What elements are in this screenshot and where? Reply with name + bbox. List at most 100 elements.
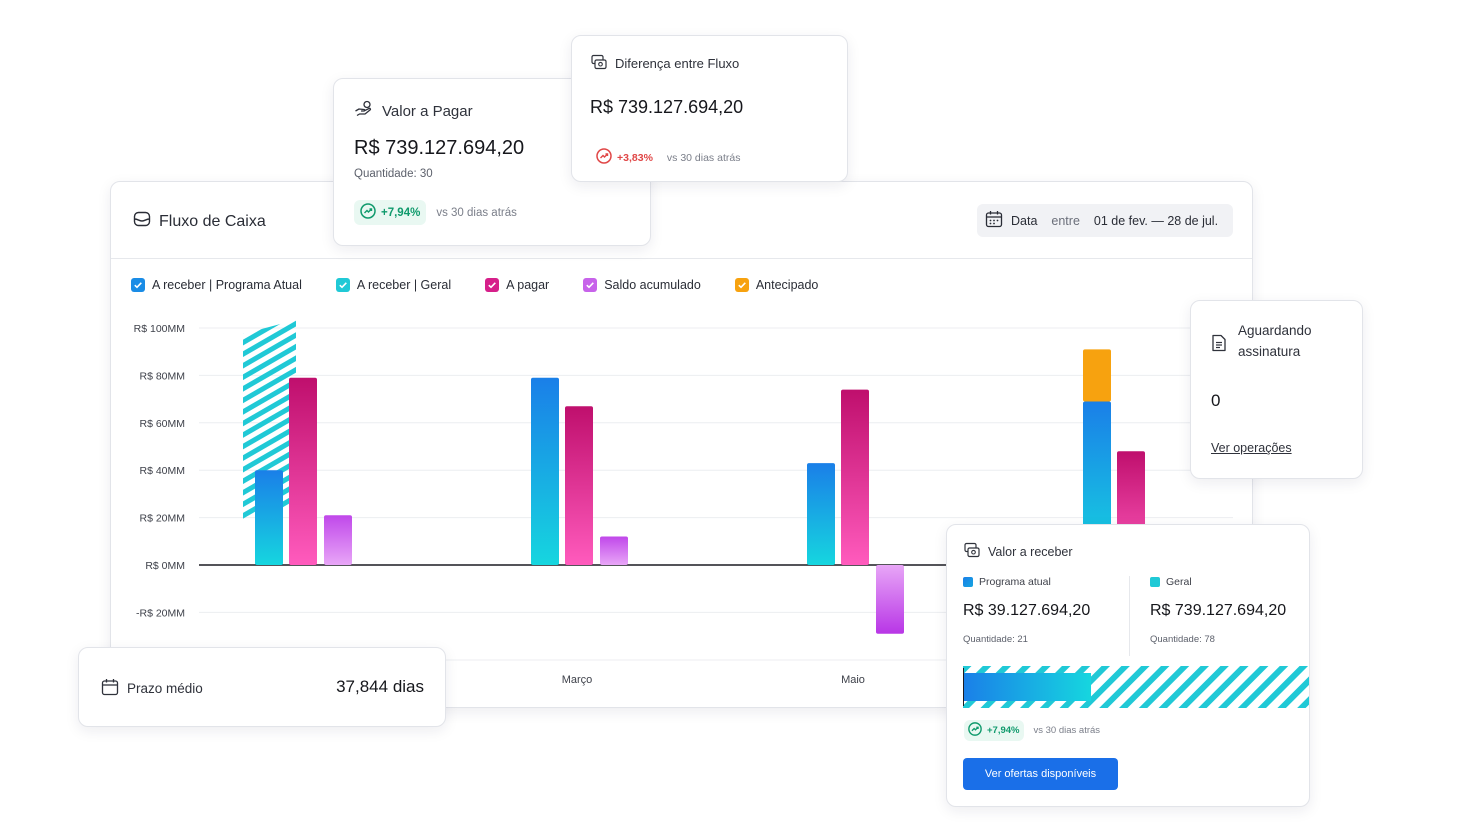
calendar-icon [101, 678, 119, 699]
trend-caption: vs 30 dias atrás [436, 206, 517, 219]
hatched-area-receber-geral [243, 319, 296, 520]
legend-item-saldo[interactable]: Saldo acumulado [583, 278, 701, 292]
legend-item-receber-atual[interactable]: A receber | Programa Atual [131, 278, 302, 292]
general-column: Geral R$ 739.127.694,20 Quantidade: 78 [1150, 576, 1286, 645]
cash-flow-card: Fluxo de Caixa Data entre 01 de fev. — 2… [110, 181, 1253, 708]
bar-pagar [565, 406, 593, 565]
awaiting-signature-card: Aguardando assinatura 0 Ver operações [1190, 300, 1363, 479]
view-offers-button[interactable]: Ver ofertas disponíveis [963, 758, 1118, 790]
average-term-value: 37,844 dias [336, 677, 424, 696]
date-range-filter[interactable]: Data entre 01 de fev. — 28 de jul. [977, 204, 1233, 237]
y-tick-label: R$ 40MM [139, 465, 185, 477]
diff-card-title-text: Diferença entre Fluxo [615, 56, 740, 71]
trend-value: +7,94% [381, 206, 421, 219]
pay-card-title: Valor a Pagar [354, 100, 473, 122]
checkbox-checked-icon[interactable] [131, 278, 145, 292]
trend-caption: vs 30 dias atrás [666, 151, 741, 164]
checkbox-checked-icon[interactable] [485, 278, 500, 292]
average-term-card: Prazo médio 37,844 dias [78, 647, 446, 727]
bar-receber-atual [531, 377, 559, 565]
y-tick-label: R$ 0MM [145, 560, 185, 572]
x-tick-label: Março [562, 674, 593, 686]
checkbox-checked-icon[interactable] [734, 278, 749, 292]
awaiting-signature-title: Aguardando assinatura [1238, 323, 1312, 359]
trend-badge: +7,94% [354, 200, 427, 225]
pay-card-title-text: Valor a Pagar [382, 102, 473, 120]
bar-saldo [876, 565, 904, 634]
bar-saldo [600, 536, 628, 565]
bar-saldo [324, 515, 352, 565]
hand-coins-icon [354, 100, 374, 122]
diff-trend: +3,83% vs 30 dias atrás [592, 146, 740, 169]
date-filter-label: Data [1011, 213, 1038, 228]
average-term-title-text: Prazo médio [127, 681, 203, 696]
general-quantity: Quantidade: 78 [1150, 634, 1215, 645]
trend-up-icon [968, 722, 982, 739]
general-amount: R$ 739.127.694,20 [1150, 602, 1287, 619]
pay-quantity: Quantidade: 30 [354, 168, 433, 180]
bar-receber-atual [807, 463, 835, 565]
current-program-quantity: Quantidade: 21 [963, 634, 1028, 645]
y-tick-label: R$ 80MM [139, 370, 185, 382]
wallet-icon [133, 210, 151, 233]
document-icon [1211, 334, 1227, 357]
receivable-progress-bar [963, 666, 1309, 708]
general-label: Geral [1166, 576, 1192, 588]
column-divider [1129, 576, 1130, 656]
diff-amount: R$ 739.127.694,20 [590, 97, 744, 117]
current-program-column: Programa atual R$ 39.127.694,20 Quantida… [963, 576, 1090, 645]
legend-label: Antecipado [755, 278, 819, 292]
date-filter-connector: entre [1051, 213, 1080, 228]
general-label-row: Geral [1150, 576, 1286, 588]
y-tick-label: R$ 60MM [139, 418, 185, 430]
receivable-trend: +7,94% vs 30 dias atrás [964, 720, 1100, 741]
awaiting-signature-count: 0 [1211, 391, 1221, 410]
diff-card-title: Diferença entre Fluxo [591, 54, 739, 73]
legend-swatch [1150, 577, 1160, 587]
bar-pagar [841, 389, 869, 565]
header-divider [111, 258, 1252, 259]
cash-flow-title: Fluxo de Caixa [133, 210, 266, 233]
bar-receber-atual [255, 470, 283, 565]
current-program-amount: R$ 39.127.694,20 [963, 602, 1091, 619]
legend-item-pagar[interactable]: A pagar [485, 278, 549, 292]
trend-up-icon [360, 203, 376, 222]
y-tick-label: R$ 100MM [134, 323, 185, 335]
average-term-title: Prazo médio [101, 678, 203, 699]
receivable-card-title-text: Valor a receber [988, 544, 1073, 559]
money-transfer-icon [591, 54, 607, 73]
trend-value: +3,83% [617, 151, 653, 164]
date-filter-range: 01 de fev. — 28 de jul. [1093, 213, 1219, 228]
current-program-label-row: Programa atual [963, 576, 1090, 588]
checkbox-checked-icon[interactable] [583, 278, 598, 292]
bar-pagar [289, 377, 317, 565]
chart-legend: A receber | Programa Atual A receber | G… [131, 278, 852, 292]
receivable-card: Valor a receber Programa atual R$ 39.127… [946, 524, 1310, 807]
y-tick-label: R$ 20MM [139, 513, 185, 525]
bar-antecipado [1083, 349, 1111, 402]
current-program-label: Programa atual [979, 576, 1051, 588]
trend-caption: vs 30 dias atrás [1033, 725, 1101, 736]
pay-trend: +7,94% vs 30 dias atrás [354, 200, 517, 225]
money-transfer-icon [964, 542, 980, 561]
receivable-card-title: Valor a receber [964, 542, 1073, 561]
y-tick-label: -R$ 20MM [136, 607, 185, 619]
trend-up-icon [596, 148, 612, 167]
x-tick-label: Maio [841, 674, 865, 686]
view-operations-link[interactable]: Ver operações [1211, 441, 1292, 455]
progress-fill [963, 673, 1092, 701]
legend-label: A receber | Programa Atual [152, 278, 302, 292]
checkbox-checked-icon[interactable] [335, 278, 350, 292]
trend-badge: +7,94% [964, 720, 1024, 741]
legend-item-receber-geral[interactable]: A receber | Geral [335, 278, 452, 292]
flow-difference-card: Diferença entre Fluxo R$ 739.127.694,20 … [571, 35, 848, 182]
cash-flow-title-text: Fluxo de Caixa [159, 212, 266, 230]
legend-label: A receber | Geral [356, 278, 452, 292]
legend-item-antecipado[interactable]: Antecipado [734, 278, 819, 292]
calendar-icon [985, 210, 1003, 231]
legend-swatch [963, 577, 973, 587]
legend-label: A pagar [506, 278, 550, 292]
pay-amount: R$ 739.127.694,20 [354, 137, 525, 159]
trend-value: +7,94% [987, 725, 1020, 736]
legend-label: Saldo acumulado [604, 278, 701, 292]
